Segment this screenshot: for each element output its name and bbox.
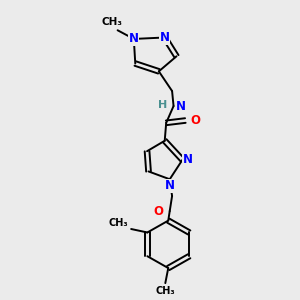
Text: O: O (190, 114, 201, 127)
Text: CH₃: CH₃ (109, 218, 128, 228)
Text: CH₃: CH₃ (102, 17, 123, 27)
Text: N: N (160, 31, 170, 44)
Text: N: N (129, 32, 139, 45)
Text: N: N (165, 179, 175, 192)
Text: N: N (182, 153, 192, 167)
Text: N: N (176, 100, 186, 112)
Text: H: H (158, 100, 167, 110)
Text: O: O (153, 205, 163, 218)
Text: CH₃: CH₃ (155, 286, 175, 296)
